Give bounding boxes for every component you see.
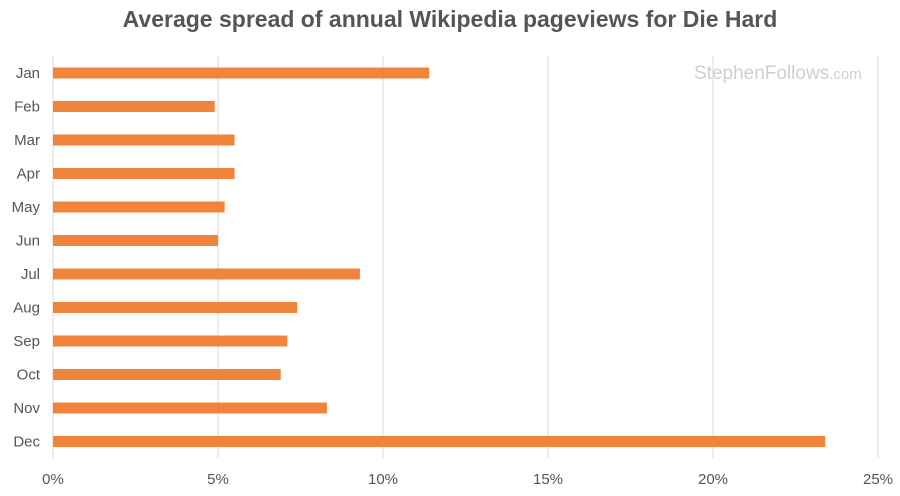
x-tick-label: 20% — [698, 471, 728, 488]
bar-dec — [53, 436, 826, 447]
bar-aug — [53, 302, 298, 313]
y-tick-label: May — [12, 199, 41, 216]
x-tick-label: 10% — [368, 471, 398, 488]
x-tick-label: 15% — [533, 471, 563, 488]
bar-jun — [53, 235, 218, 246]
watermark: StephenFollows.com — [694, 63, 862, 85]
y-tick-label: Feb — [14, 99, 40, 116]
y-tick-label: Aug — [13, 300, 40, 317]
y-tick-label: Dec — [13, 434, 40, 451]
y-tick-label: Sep — [13, 333, 40, 350]
bar-jul — [53, 268, 360, 280]
x-tick-label: 5% — [207, 471, 229, 488]
y-tick-label: Jul — [21, 266, 40, 283]
y-axis-labels: Jan Feb Mar Apr May Jun Jul Aug Sep Oct Nov Dec — [12, 65, 41, 451]
bar-feb — [53, 101, 215, 112]
x-tick-label: 25% — [863, 471, 893, 488]
bar-mar — [53, 134, 235, 146]
bars — [53, 67, 826, 447]
bar-jan — [53, 67, 430, 79]
y-tick-label: Jun — [16, 233, 40, 250]
bar-apr — [53, 168, 235, 179]
x-tick-label: 0% — [42, 471, 64, 488]
chart-title: Average spread of annual Wikipedia pagev… — [122, 6, 778, 32]
y-tick-label: Jan — [16, 65, 40, 82]
y-tick-label: Nov — [13, 400, 40, 417]
bar-nov — [53, 402, 327, 414]
watermark-tld: .com — [829, 66, 862, 83]
bar-sep — [53, 335, 288, 347]
y-tick-label: Mar — [14, 132, 40, 149]
grid-lines — [52, 56, 879, 458]
bar-oct — [53, 369, 281, 380]
watermark-name: StephenFollows — [694, 63, 830, 84]
y-tick-label: Oct — [17, 367, 41, 384]
bar-may — [53, 201, 225, 213]
x-axis-labels: 0% 5% 10% 15% 20% 25% — [42, 471, 893, 488]
y-tick-label: Apr — [17, 166, 40, 183]
